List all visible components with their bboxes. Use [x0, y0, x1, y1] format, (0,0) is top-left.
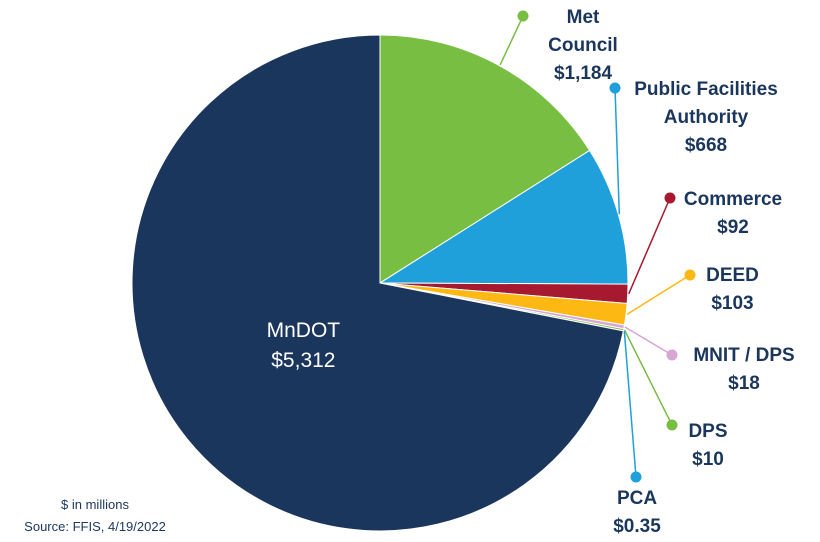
leader-line	[499, 15, 524, 66]
value-label: $103	[711, 293, 754, 314]
leader-dot	[609, 82, 621, 94]
leader-line	[624, 326, 673, 356]
source: Source: FFIS, 4/19/2022	[24, 519, 166, 534]
leader-line	[626, 274, 691, 316]
slice-label: Met Council $1,184	[533, 4, 633, 88]
category-label: Commerce	[683, 189, 783, 210]
value-label: $668	[684, 135, 728, 156]
slice-label: MnDOT $5,312	[223, 316, 383, 376]
leader-dot	[630, 471, 642, 483]
pie-slice	[131, 34, 624, 532]
slice-label: MNIT / DPS $18	[678, 342, 810, 398]
slice-label: Commerce $92	[678, 186, 788, 242]
leader-line	[614, 87, 621, 215]
leader-dot	[666, 419, 678, 431]
category-label: Public Facilities Authority	[634, 79, 778, 128]
slice-label: DPS $10	[678, 418, 738, 474]
slice-label: PCA $0.35	[596, 485, 678, 541]
category-label: DPS	[688, 421, 728, 442]
leader-line	[628, 197, 671, 295]
value-label: $0.35	[613, 516, 661, 537]
leader-dot	[666, 349, 678, 361]
leader-line	[623, 330, 637, 478]
leader-dot	[684, 269, 696, 281]
category-label: MnDOT	[266, 319, 341, 342]
category-label: DEED	[706, 265, 759, 286]
category-label: MNIT / DPS	[693, 345, 795, 366]
value-label: $92	[717, 217, 749, 238]
value-label: $18	[728, 373, 760, 394]
slice-label: DEED $103	[695, 262, 770, 318]
category-label: PCA	[616, 488, 658, 509]
value-label: $10	[692, 449, 724, 470]
leader-line	[623, 329, 673, 426]
note: $ in millions	[61, 497, 129, 512]
category-label: Met Council	[548, 7, 618, 56]
pie-slice	[379, 34, 591, 284]
leader-dot	[517, 10, 529, 22]
value-label: $5,312	[271, 349, 336, 372]
pie-slice	[378, 149, 629, 285]
leader-dot	[664, 192, 676, 204]
slice-label: Public Facilities Authority $668	[622, 76, 790, 160]
value-label: $1,184	[553, 63, 613, 84]
